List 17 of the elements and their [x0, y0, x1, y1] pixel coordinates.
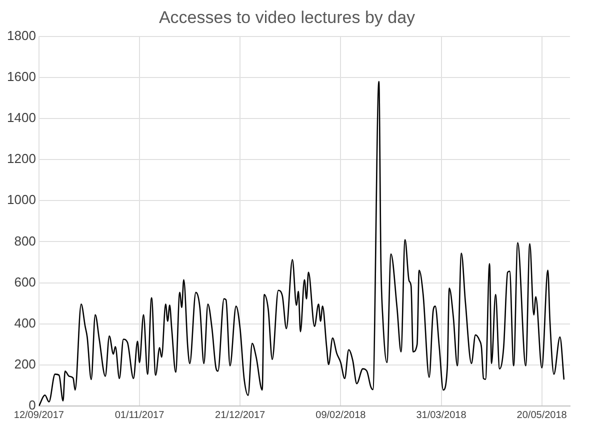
y-tick-label: 1600 — [7, 69, 36, 84]
line-series — [38, 80, 565, 406]
y-tick-label: 1200 — [7, 151, 36, 166]
x-tick-label: 09/02/2018 — [316, 410, 366, 421]
x-tick-label: 31/03/2018 — [416, 410, 467, 421]
y-tick-label: 400 — [14, 315, 36, 330]
y-tick-label: 1000 — [7, 192, 36, 208]
x-tick-label: 12/09/2017 — [14, 410, 64, 421]
x-tick-label: 20/05/2018 — [516, 410, 568, 421]
y-tick-label: 1400 — [7, 110, 36, 126]
y-tick-label: 600 — [14, 274, 36, 290]
x-tick-label: 21/12/2017 — [215, 410, 266, 421]
y-tick-label: 1800 — [7, 28, 36, 43]
chart-title: Accesses to video lectures by day — [158, 8, 416, 27]
y-tick-label: 200 — [14, 356, 36, 372]
y-tick-label: 800 — [14, 233, 36, 248]
x-tick-label: 01/11/2017 — [114, 410, 165, 421]
